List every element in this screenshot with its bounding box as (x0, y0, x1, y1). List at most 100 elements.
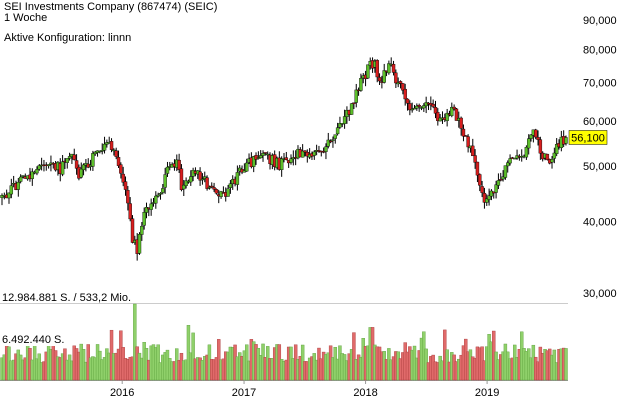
candle-body (466, 136, 470, 148)
candle-body (335, 127, 340, 135)
candle-body (284, 157, 289, 160)
candle-body (18, 176, 23, 182)
candle-body (410, 108, 414, 111)
y-tick-label: 60,000 (583, 116, 617, 128)
candle-body (431, 103, 435, 107)
candle-body (198, 171, 202, 181)
candle-body (156, 194, 160, 197)
candle-body (265, 153, 270, 156)
candle-body (142, 212, 146, 226)
candle-body (65, 158, 69, 163)
candle-body (189, 176, 193, 183)
last-price-label: 56,100 (571, 132, 605, 144)
candle-body (177, 159, 181, 170)
candle-body (179, 168, 184, 190)
candle-body (487, 195, 491, 200)
candle-body (126, 190, 130, 204)
candle-body (30, 171, 34, 179)
candle-body (79, 168, 83, 178)
candle-body (412, 107, 417, 110)
candle-body (121, 173, 125, 183)
candle-body (214, 189, 219, 194)
candle-body (394, 72, 398, 84)
candle-body (205, 177, 209, 189)
candle-body (163, 174, 167, 188)
candle-body (387, 63, 391, 74)
candle-body (513, 157, 517, 160)
candle-body (354, 89, 358, 103)
candle-body (128, 203, 132, 220)
candle-body (450, 106, 454, 116)
candle-body (377, 77, 382, 82)
volume-bar (191, 332, 195, 381)
candle-body (534, 129, 538, 138)
candle-body (67, 156, 72, 159)
volume-level-bg (0, 333, 60, 346)
candle-body (137, 234, 142, 254)
candle-body (154, 195, 158, 204)
candle-body (349, 103, 354, 115)
candle-body (464, 135, 468, 137)
volume-bar (352, 332, 356, 381)
candle-body (102, 143, 107, 151)
candle-body (506, 162, 510, 167)
candle-body (342, 116, 347, 124)
candle-body (321, 151, 326, 153)
candle-body (235, 172, 240, 185)
candle-body (482, 192, 487, 203)
candle-body (475, 161, 480, 176)
y-tick-label: 50,000 (583, 161, 617, 173)
candle-body (258, 155, 263, 159)
candle-body (7, 192, 11, 199)
candle-body (112, 149, 116, 152)
candle-body (436, 112, 440, 122)
volume-bar (133, 303, 137, 381)
candle-body (219, 191, 223, 197)
candle-body (471, 145, 475, 157)
y-tick-label: 70,000 (583, 77, 617, 89)
candle-body (554, 144, 559, 154)
candle-body (9, 185, 14, 195)
candle-body (422, 105, 426, 109)
candle-body (328, 140, 333, 143)
candle-body (228, 183, 233, 188)
candle-body (21, 175, 25, 177)
candle-body (536, 137, 540, 140)
chart-period: 1 Woche (4, 12, 48, 24)
candle-body (473, 155, 477, 163)
candle-body (503, 165, 508, 178)
candle-body (305, 152, 310, 157)
candle-body (289, 158, 293, 163)
candle-body (496, 180, 501, 186)
y-tick-label: 30,000 (583, 288, 617, 300)
candle-body (508, 158, 512, 164)
candle-body (398, 81, 403, 84)
candle-body (405, 98, 410, 104)
candle-body (60, 161, 65, 175)
candle-body (312, 151, 316, 156)
candle-body (212, 187, 216, 190)
candle-body (140, 225, 144, 235)
candle-body (552, 152, 557, 159)
candle-body (324, 146, 328, 152)
candle-body (366, 64, 370, 79)
x-tick-label: 2016 (110, 387, 134, 399)
candle-body (485, 198, 489, 203)
candle-body (100, 150, 104, 152)
candle-body (438, 117, 442, 122)
candle-body (16, 181, 21, 190)
candle-body (454, 108, 459, 121)
candle-body (480, 186, 484, 193)
candle-body (116, 157, 121, 166)
x-tick-label: 2017 (232, 387, 256, 399)
candle-body (408, 103, 412, 111)
candle-body (333, 134, 337, 139)
candle-body (545, 153, 550, 160)
candle-body (338, 123, 342, 128)
candle-body (149, 203, 153, 210)
candle-body (114, 150, 118, 157)
volume-level-label: 6.492.440 S. (2, 334, 64, 346)
candle-body (210, 185, 214, 188)
candle-body (524, 147, 529, 158)
